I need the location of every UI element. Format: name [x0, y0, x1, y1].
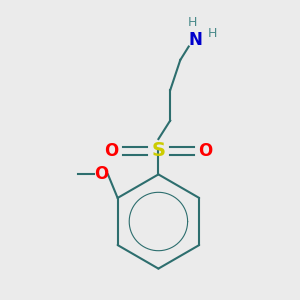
Text: N: N: [188, 31, 203, 49]
Text: H: H: [208, 27, 217, 40]
Text: H: H: [188, 16, 197, 29]
Text: O: O: [94, 165, 108, 183]
Text: O: O: [104, 142, 118, 160]
Text: O: O: [198, 142, 213, 160]
Text: S: S: [152, 141, 165, 160]
